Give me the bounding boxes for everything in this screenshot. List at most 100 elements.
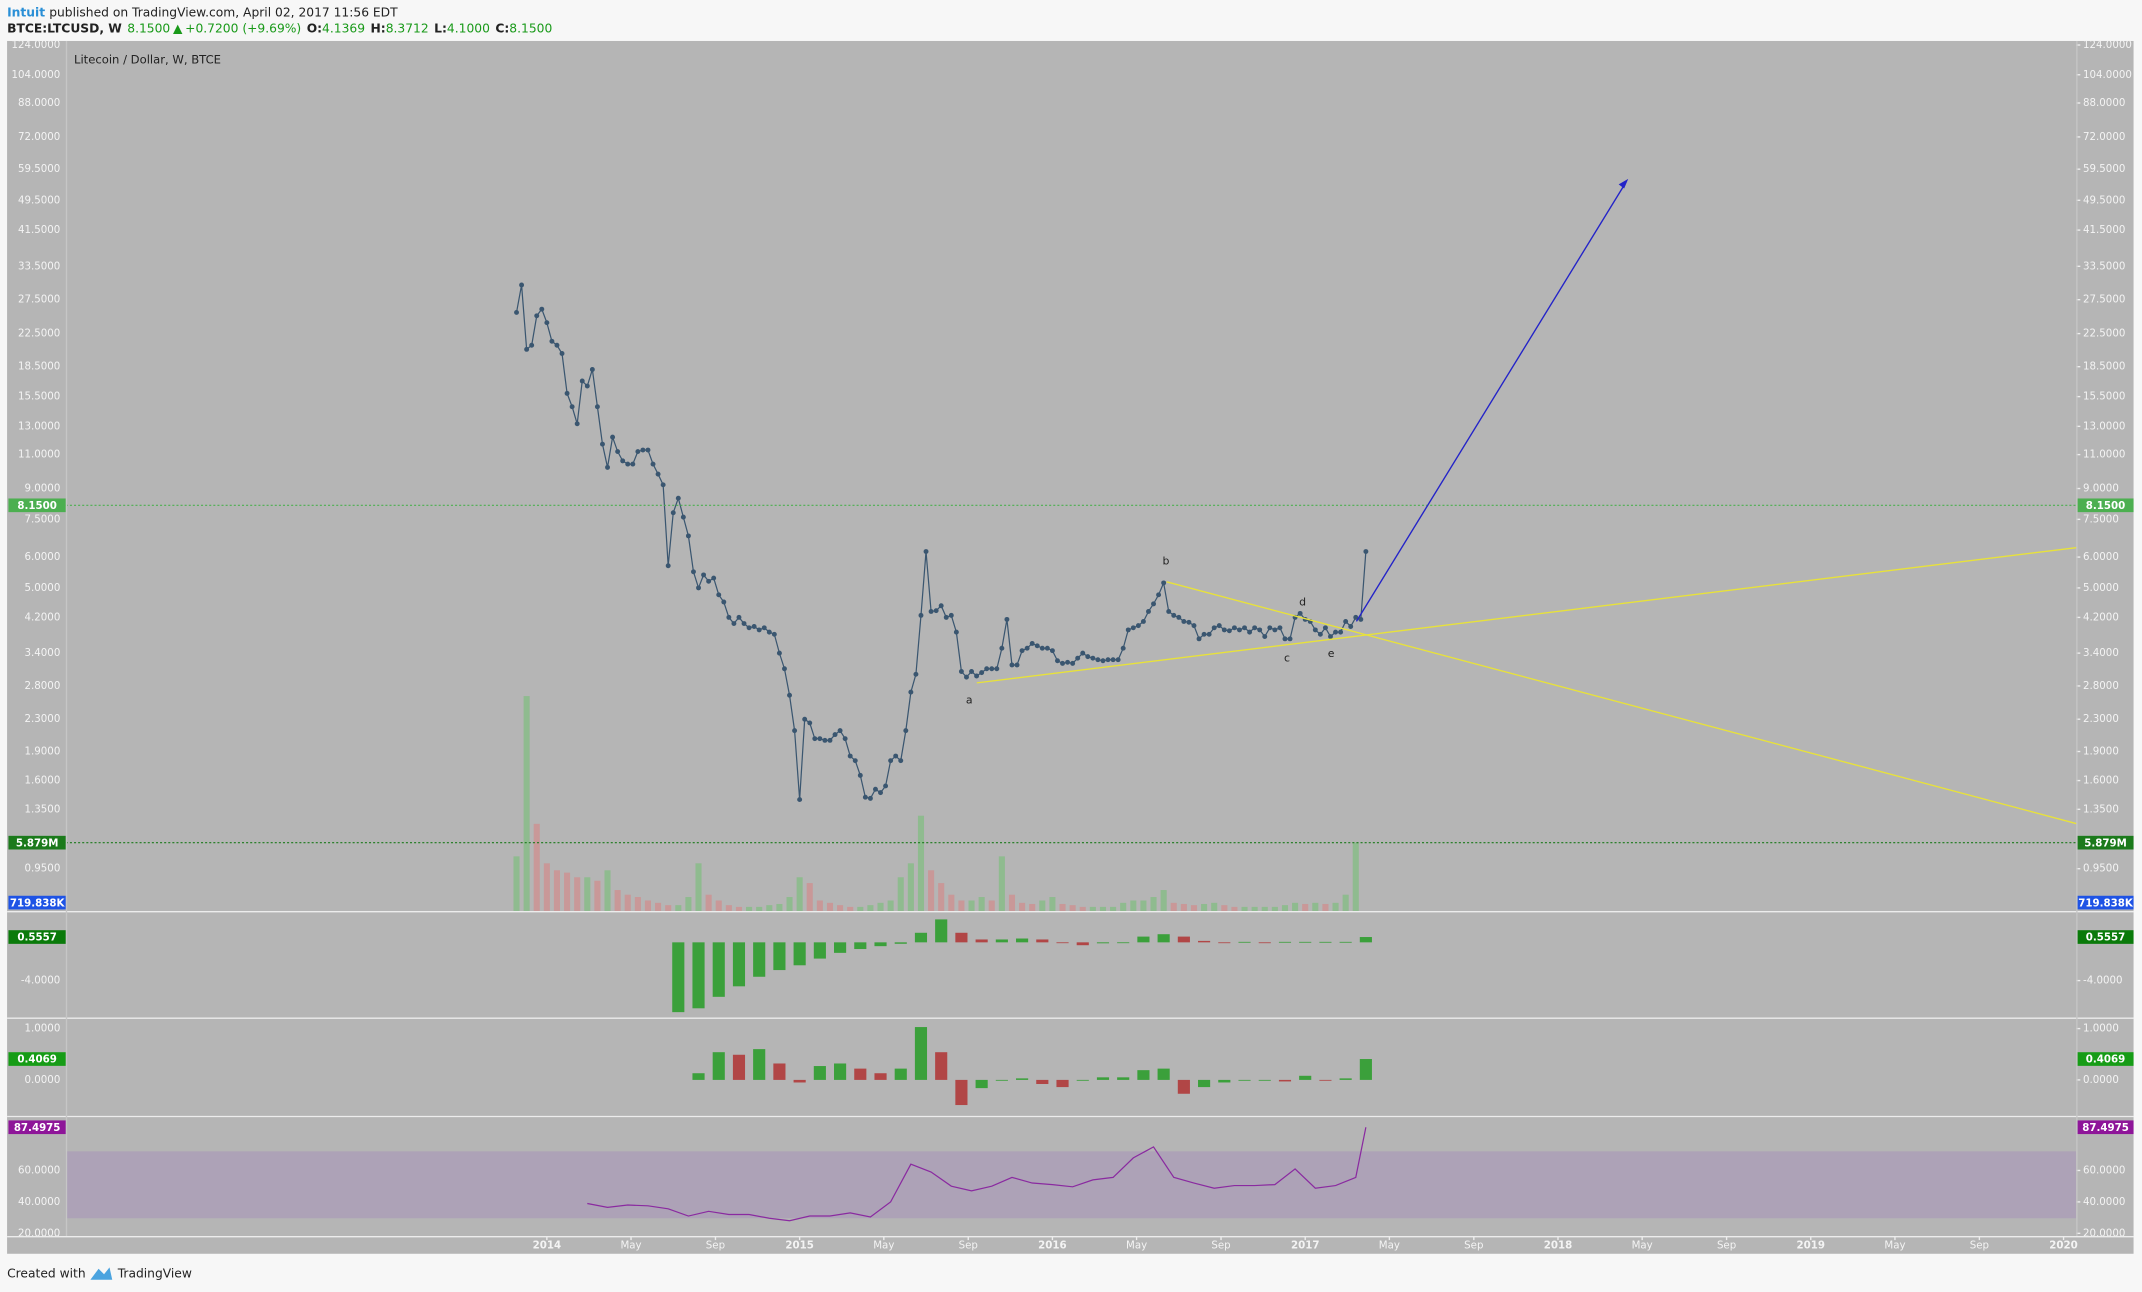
- price-point: [711, 575, 717, 581]
- histogram-bar: [614, 890, 621, 911]
- price-point: [1181, 619, 1187, 624]
- wave-label: d: [1299, 595, 1306, 608]
- histogram-bar: [1130, 900, 1137, 911]
- y-tick-label: 15.5000: [2083, 391, 2125, 403]
- footer-brand[interactable]: TradingView: [117, 1267, 192, 1281]
- trend-line: [1166, 581, 2077, 825]
- histogram-bar: [773, 1063, 786, 1080]
- histogram-bar: [705, 894, 712, 911]
- histogram-bar: [692, 1073, 705, 1080]
- histogram-bar: [715, 900, 722, 911]
- price-point: [1004, 616, 1010, 622]
- value-box: [2077, 498, 2134, 513]
- histogram-bar: [725, 905, 732, 911]
- histogram-bar: [1271, 906, 1278, 911]
- histogram-bar: [1157, 934, 1170, 943]
- histogram-bar: [975, 1079, 988, 1089]
- histogram-bar: [806, 883, 813, 911]
- price-point: [721, 599, 727, 605]
- y-tick-label: 1.6000: [25, 775, 61, 787]
- price-point: [1120, 645, 1126, 651]
- price-point: [1348, 624, 1354, 629]
- price-point: [645, 447, 651, 453]
- histogram-bar: [1198, 1079, 1211, 1088]
- histogram-bar: [773, 942, 786, 971]
- y-tick-label: 49.5000: [2083, 194, 2125, 206]
- histogram-bar: [816, 900, 823, 911]
- symbol-line: BTCE:LTCUSD, W 8.1500 ▲ +0.7200 (+9.69%) O:4…: [7, 21, 552, 35]
- histogram-bar: [1278, 941, 1292, 943]
- histogram-bar: [914, 1027, 928, 1080]
- value-box-label: 719.838K: [10, 897, 66, 909]
- price-point: [741, 621, 747, 627]
- price-point: [999, 645, 1005, 651]
- price-point: [812, 736, 818, 742]
- price-point: [873, 786, 878, 792]
- y-tick-label: 1.9000: [25, 746, 61, 758]
- price-point: [559, 351, 565, 356]
- price-point: [1262, 634, 1268, 640]
- histogram-bar: [732, 942, 746, 987]
- histogram-bar: [917, 815, 925, 911]
- x-tick-label: 2014: [533, 1240, 561, 1252]
- histogram-bar: [847, 906, 854, 911]
- value-box: [8, 835, 66, 850]
- histogram-bar: [624, 894, 631, 911]
- price-point: [1287, 636, 1293, 642]
- histogram-bar: [1056, 1079, 1069, 1088]
- histogram-bar: [978, 897, 985, 911]
- histogram-bar: [584, 877, 591, 911]
- price-point: [650, 461, 656, 467]
- price-point: [1100, 658, 1106, 664]
- price-point: [1055, 658, 1060, 664]
- y-tick-label: 88.0000: [18, 97, 60, 109]
- ohlc-value: 4.1369: [322, 21, 365, 35]
- price-point: [1176, 614, 1182, 620]
- price-point: [933, 608, 939, 614]
- value-box: [2077, 895, 2134, 910]
- trend-line: [976, 546, 2077, 684]
- price-point: [610, 434, 616, 440]
- value-box: [2077, 1052, 2134, 1066]
- x-tick-label: Sep: [1464, 1240, 1483, 1252]
- price-point: [1282, 636, 1288, 642]
- price-point: [943, 614, 949, 620]
- price-point: [918, 612, 924, 618]
- histogram-bar: [907, 863, 914, 911]
- price-point: [1267, 625, 1273, 631]
- histogram-bar: [955, 932, 968, 943]
- x-tick-label: 2018: [1544, 1240, 1572, 1252]
- value-box: [8, 498, 66, 513]
- price-point: [1338, 629, 1344, 635]
- histogram-bar: [753, 1049, 766, 1080]
- price-point: [771, 631, 777, 637]
- histogram-bar: [1339, 941, 1352, 943]
- price-point: [670, 510, 676, 516]
- price-point: [574, 421, 580, 427]
- y-tick-label: 33.5000: [2083, 260, 2125, 272]
- y-tick-label: 18.5000: [2083, 361, 2125, 373]
- histogram-bar: [1332, 902, 1339, 911]
- histogram-bar: [564, 872, 571, 911]
- price-point: [665, 563, 671, 569]
- histogram-bar: [854, 942, 867, 950]
- value-box-label: 5.879M: [2084, 837, 2127, 849]
- histogram-bar: [975, 939, 988, 943]
- price-point: [685, 533, 691, 539]
- value-box: [8, 1120, 66, 1135]
- price-point: [549, 338, 555, 344]
- histogram-bar: [1150, 897, 1157, 911]
- ohlc-value: 4.1000: [447, 21, 490, 35]
- y-tick-label: 13.0000: [2083, 420, 2125, 432]
- price-point: [1231, 625, 1237, 631]
- histogram-bar: [776, 903, 783, 911]
- price-point: [847, 753, 853, 759]
- histogram-bar: [793, 1079, 806, 1083]
- price-point: [776, 650, 782, 656]
- y-tick-label: 1.0000: [25, 1023, 61, 1035]
- price-point: [756, 627, 762, 633]
- histogram-bar: [533, 823, 540, 911]
- y-tick-label: 6.0000: [25, 551, 61, 563]
- y-tick-label: -4.0000: [21, 975, 61, 987]
